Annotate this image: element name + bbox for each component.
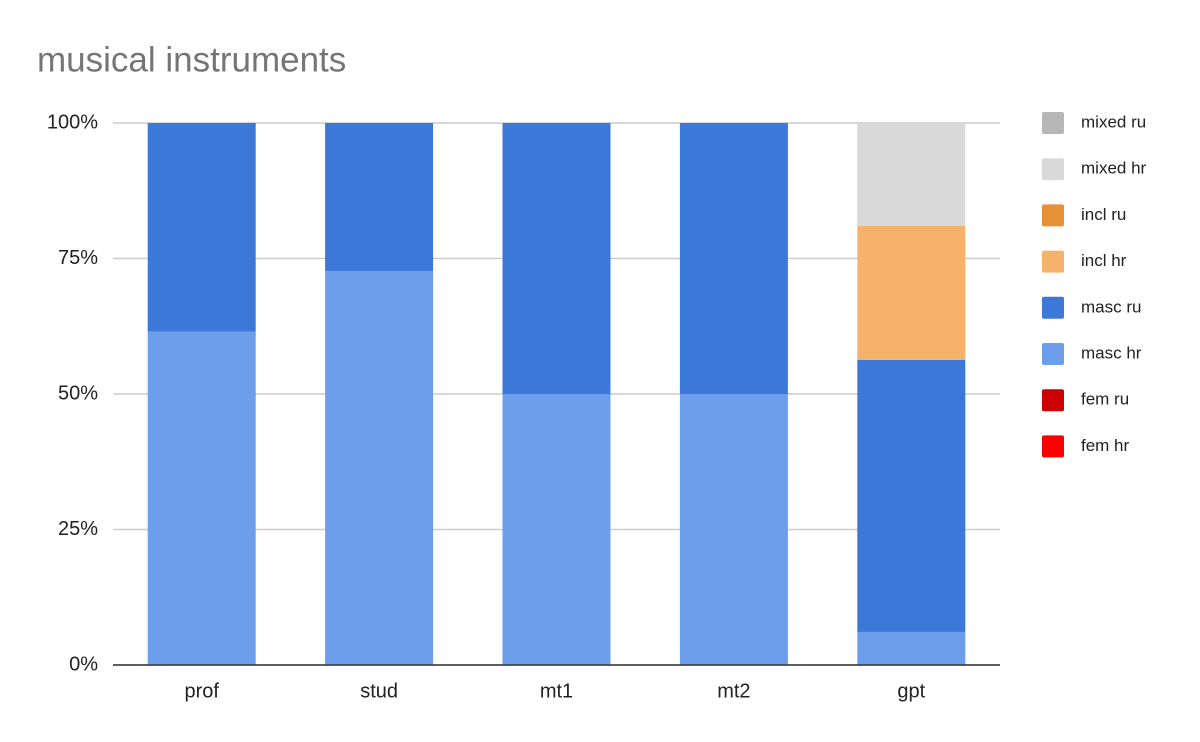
legend-label: incl ru bbox=[1081, 205, 1126, 224]
bar-segment bbox=[502, 123, 611, 394]
legend-label: mixed hr bbox=[1081, 159, 1147, 178]
x-tick-label: mt2 bbox=[717, 680, 750, 702]
bar-segment bbox=[147, 123, 256, 332]
y-tick-label: 25% bbox=[58, 518, 98, 540]
legend-label: fem ru bbox=[1081, 390, 1129, 409]
x-tick-label: gpt bbox=[897, 680, 925, 702]
legend-swatch bbox=[1042, 435, 1064, 458]
legend-label: masc ru bbox=[1081, 297, 1141, 316]
legend-swatch bbox=[1042, 112, 1064, 134]
y-tick-label: 0% bbox=[69, 653, 98, 675]
bar-segment bbox=[325, 270, 434, 665]
legend-swatch bbox=[1042, 250, 1064, 273]
bar-segment bbox=[147, 331, 256, 665]
bar-segment bbox=[857, 631, 966, 665]
legend-swatch bbox=[1042, 389, 1064, 412]
legend-label: incl hr bbox=[1081, 251, 1127, 270]
x-tick-label: stud bbox=[360, 680, 398, 702]
y-tick-label: 100% bbox=[47, 111, 98, 133]
bar-segment bbox=[857, 123, 966, 226]
legend-label: mixed ru bbox=[1081, 112, 1146, 131]
bar-segment bbox=[502, 394, 611, 665]
bar-segment bbox=[857, 359, 966, 632]
bar-segment bbox=[679, 394, 788, 665]
chart-title: musical instruments bbox=[37, 40, 346, 79]
bar-segment bbox=[857, 225, 966, 360]
bar-segment bbox=[679, 123, 788, 394]
y-tick-label: 75% bbox=[58, 247, 98, 269]
legend-swatch bbox=[1042, 343, 1064, 365]
legend-swatch bbox=[1042, 296, 1064, 319]
legend-label: fem hr bbox=[1081, 436, 1130, 455]
bar-segment bbox=[325, 123, 434, 271]
legend-label: masc hr bbox=[1081, 343, 1142, 362]
x-tick-label: prof bbox=[184, 680, 219, 702]
legend-swatch bbox=[1042, 158, 1064, 181]
y-tick-label: 50% bbox=[58, 382, 98, 404]
legend-swatch bbox=[1042, 204, 1064, 227]
x-tick-label: mt1 bbox=[540, 680, 573, 702]
